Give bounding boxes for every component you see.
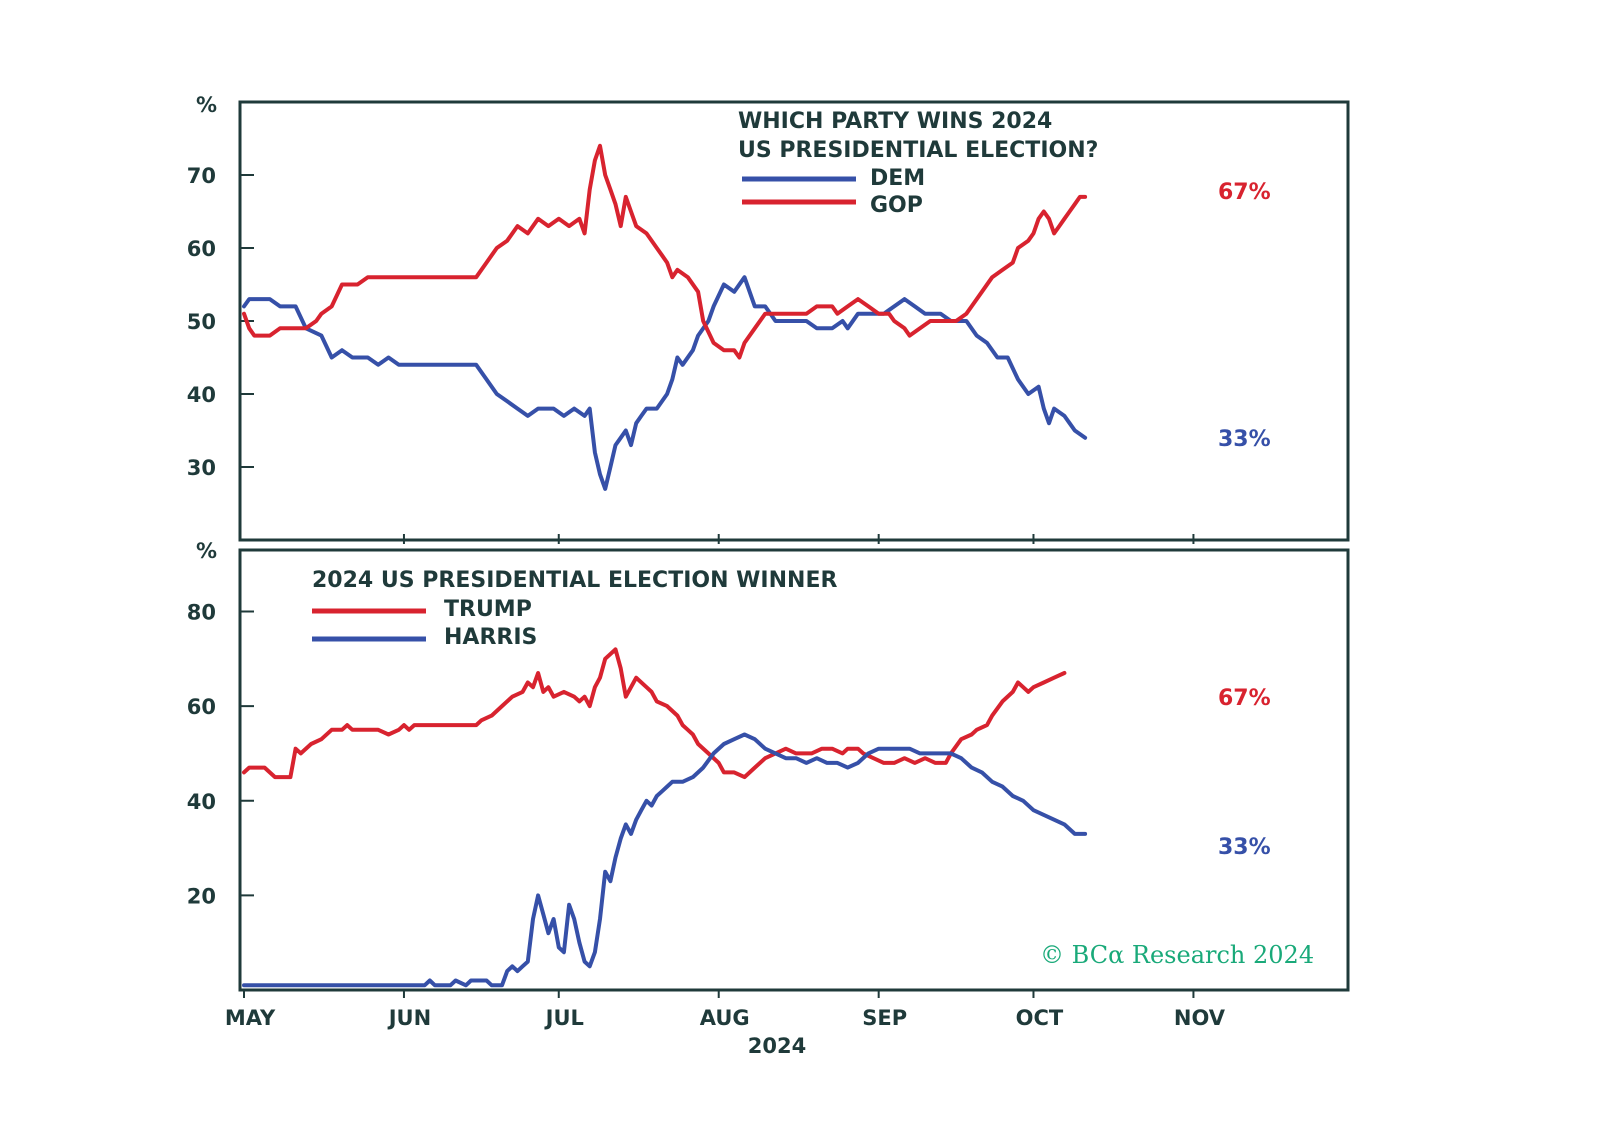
x-tick-label: NOV	[1174, 1006, 1226, 1030]
series-line-trump	[242, 647, 1067, 780]
y-tick-label: 40	[187, 790, 216, 814]
bottom-y-unit: %	[196, 539, 217, 563]
y-tick-label: 50	[187, 310, 216, 334]
credit-text: © BCα Research 2024	[1040, 941, 1314, 969]
legend-dem-label: DEM	[870, 166, 925, 191]
bottom-harris-end-label: 33%	[1218, 835, 1271, 860]
legend-trump-label: TRUMP	[444, 597, 532, 622]
y-tick-label: 80	[187, 601, 216, 625]
x-tick-label: JUN	[387, 1006, 431, 1030]
x-tick-label: SEP	[862, 1006, 907, 1030]
top-x-ticks	[402, 534, 1195, 544]
series-line-dem	[242, 275, 1088, 491]
y-tick-label: 60	[187, 237, 216, 261]
top-y-unit: %	[196, 93, 217, 117]
series-line-gop	[242, 143, 1088, 360]
x-tick-label: JUL	[544, 1006, 584, 1030]
y-tick-label: 70	[187, 164, 216, 188]
top-series-lines	[242, 143, 1088, 491]
legend-gop-label: GOP	[870, 193, 923, 218]
top-panel: % 30 40 50 60 70 WHICH PARTY WINS 2024 US PR…	[187, 93, 1350, 544]
x-tick-label: OCT	[1016, 1006, 1064, 1030]
top-title-line1: WHICH PARTY WINS 2024	[738, 109, 1052, 134]
x-axis-year: 2024	[748, 1034, 806, 1058]
legend-harris-label: HARRIS	[444, 625, 537, 650]
bottom-title: 2024 US PRESIDENTIAL ELECTION WINNER	[312, 568, 837, 593]
top-dem-end-label: 33%	[1218, 427, 1271, 452]
bottom-panel-frame	[238, 548, 1350, 992]
series-line-harris	[242, 732, 1088, 988]
bottom-panel: % 20 40 60 80 2024 US PRESIDENTIAL ELECTION…	[187, 539, 1350, 998]
y-tick-label: 20	[187, 884, 216, 908]
bottom-series-lines	[242, 647, 1195, 998]
y-tick-label: 60	[187, 695, 216, 719]
x-tick-label: AUG	[700, 1006, 750, 1030]
top-gop-end-label: 67%	[1218, 180, 1271, 205]
top-y-ticks: 30 40 50 60 70	[187, 164, 254, 480]
bottom-trump-end-label: 67%	[1218, 686, 1271, 711]
x-tick-label: MAY	[225, 1006, 276, 1030]
x-axis-labels: MAY JUN JUL AUG SEP OCT NOV	[225, 1006, 1226, 1030]
y-tick-label: 40	[187, 383, 216, 407]
top-title-line2: US PRESIDENTIAL ELECTION?	[738, 138, 1098, 163]
y-tick-label: 30	[187, 456, 216, 480]
bottom-y-ticks: 20 40 60 80	[187, 601, 254, 908]
